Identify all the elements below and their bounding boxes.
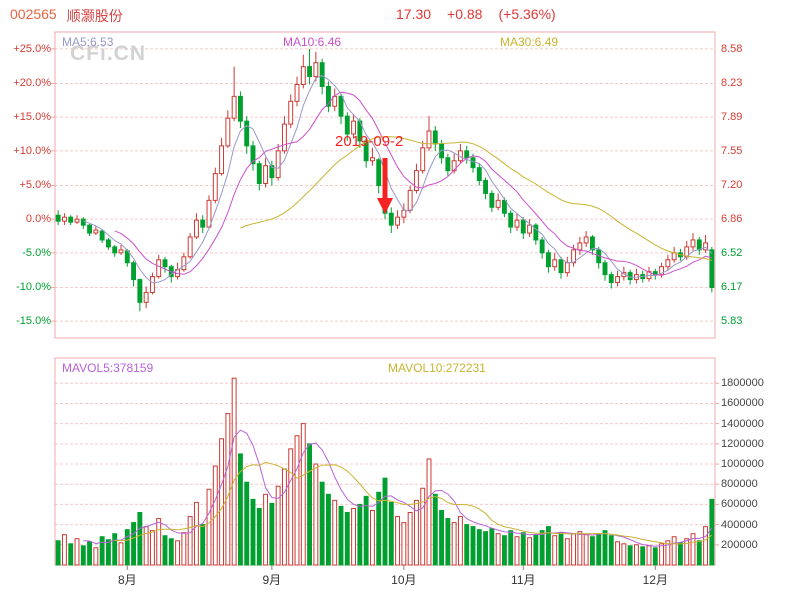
event-date-annotation: 2019-09-2 (335, 133, 404, 150)
ma5-label: MA5:6.53 (62, 35, 114, 49)
ma10-line (114, 91, 713, 276)
volume-axis-label: 1800000 (721, 377, 764, 390)
volume-axis-label: 1200000 (721, 437, 764, 450)
mavol10-line (114, 461, 713, 545)
price-axis-price-label: 6.52 (721, 246, 743, 259)
volume-axis-label: 1400000 (721, 417, 764, 430)
price-change-percent: (+5.36%) (498, 6, 556, 22)
x-axis-month-label: 10月 (391, 573, 417, 587)
ma10-label: MA10:6.46 (283, 35, 342, 49)
price-axis-percent-label: +15.0% (13, 111, 51, 124)
last-price: 17.30 (396, 6, 432, 22)
price-axis-percent-label: +10.0% (13, 144, 51, 157)
price-quote: 17.30 +0.88 (+5.36%) (396, 6, 556, 22)
ma30-label: MA30:6.49 (500, 35, 559, 49)
price-axis-price-label: 8.58 (721, 42, 743, 55)
price-axis-price-label: 7.55 (721, 144, 743, 157)
month-ticks (126, 565, 656, 570)
volume-bars (55, 377, 715, 566)
price-axis-price-label: 7.89 (721, 111, 743, 124)
ma5-line (83, 74, 713, 284)
price-axis-percent-label: 0.0% (25, 213, 51, 226)
header: 002565 顺灏股份 (10, 6, 123, 26)
volume-axis-label: 800000 (721, 478, 758, 491)
x-axis-month-label: 12月 (642, 573, 668, 587)
price-axis-percent-label: -5.0% (22, 246, 51, 259)
candlestick-series (55, 48, 715, 312)
price-axis-price-label: 6.86 (721, 213, 743, 226)
mavol10-label: MAVOL10:272231 (388, 361, 486, 375)
price-axis-percent-label: +25.0% (13, 42, 51, 55)
event-arrow-icon (377, 158, 393, 214)
price-axis-price-label: 5.83 (721, 315, 743, 328)
volume-axis-label: 200000 (721, 538, 758, 551)
stock-name: 顺灏股份 (66, 8, 123, 24)
price-axis-percent-label: +20.0% (13, 77, 51, 90)
cfi-watermark: CFi.CN (70, 42, 146, 65)
x-axis-month-label: 11月 (511, 573, 536, 587)
price-axis-price-label: 7.20 (721, 179, 743, 192)
volume-axis-label: 1000000 (721, 458, 764, 471)
price-axis-percent-label: -15.0% (16, 315, 51, 328)
x-axis-month-label: 9月 (262, 573, 282, 587)
price-axis-price-label: 8.23 (721, 77, 743, 90)
stock-code: 002565 (10, 6, 57, 22)
grid-lines (51, 48, 719, 546)
volume-axis-label: 1600000 (721, 397, 764, 410)
volume-axis-label: 600000 (721, 498, 758, 511)
x-axis-month-label: 8月 (117, 573, 137, 587)
price-axis-percent-label: +5.0% (19, 179, 52, 192)
price-change: +0.88 (447, 6, 483, 22)
price-axis-price-label: 6.17 (721, 281, 743, 294)
ma30-line (240, 136, 713, 261)
price-axis-percent-label: -10.0% (16, 281, 51, 294)
mavol5-label: MAVOL5:378159 (62, 361, 154, 375)
volume-axis-label: 400000 (721, 518, 758, 531)
